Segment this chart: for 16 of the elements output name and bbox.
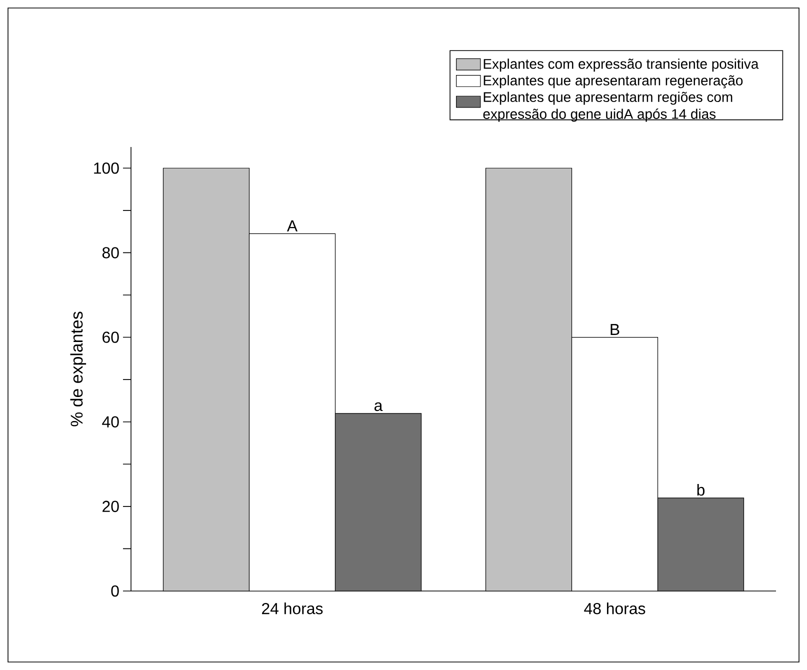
y-tick-label: 40	[102, 416, 119, 428]
y-tick-label: 60	[102, 332, 119, 343]
y-tick-label: 100	[94, 162, 119, 174]
data-label: b	[697, 484, 705, 496]
y-tick-label: 0	[111, 585, 119, 597]
data-label: B	[610, 324, 620, 335]
legend-label: Explantes com expressão transiente positiva	[484, 58, 759, 72]
y-axis-title: % de explantes	[70, 312, 86, 426]
y-tick-label: 20	[102, 500, 119, 512]
x-tick-label: 48 horas	[584, 602, 646, 614]
legend-label: Explantes que apresentaram regeneração	[484, 75, 743, 88]
data-label: A	[286, 220, 298, 232]
data-label: a	[374, 402, 383, 412]
y-tick-label: 80	[102, 247, 119, 258]
legend-label: Explantes que apresentarm regiões com expressão do gene uidA após 14 dias	[483, 92, 732, 122]
x-tick-label: 24 horas	[262, 602, 323, 614]
